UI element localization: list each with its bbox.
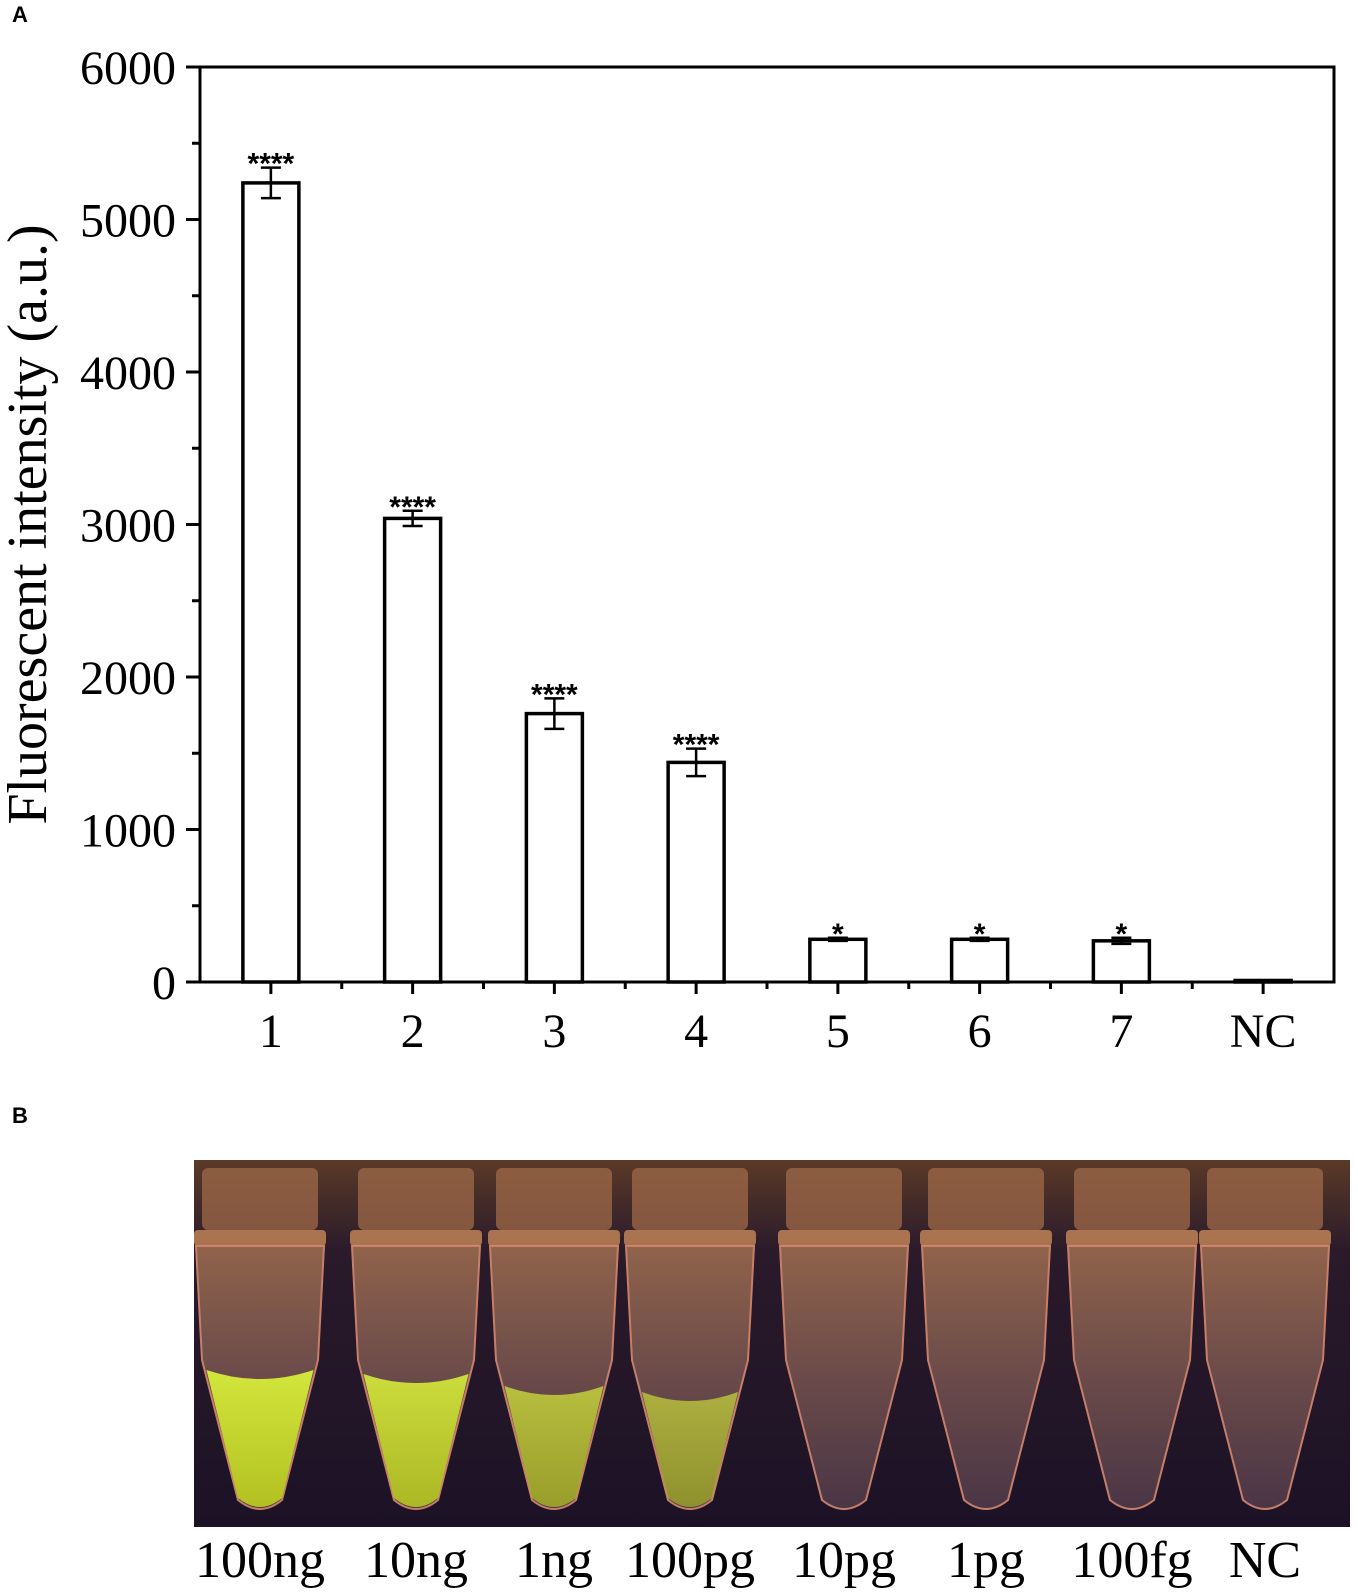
significance-mark: **** xyxy=(389,491,436,524)
tube-cap xyxy=(1074,1168,1190,1230)
tube xyxy=(350,1168,482,1510)
significance-mark: **** xyxy=(531,678,578,711)
tube-cap xyxy=(786,1168,902,1230)
significance-mark: **** xyxy=(673,729,720,762)
y-tick-label: 0 xyxy=(152,957,176,1010)
significance-mark: * xyxy=(1116,918,1128,951)
panel-b-label: B xyxy=(12,1103,28,1128)
fluorescent-liquid xyxy=(363,1374,469,1507)
tube xyxy=(1066,1168,1198,1510)
tube-cap xyxy=(202,1168,318,1230)
tube-label: 10pg xyxy=(792,1532,896,1589)
tube-photo xyxy=(194,1160,1350,1527)
tube xyxy=(920,1168,1052,1510)
significance-mark: * xyxy=(974,918,986,951)
tube xyxy=(488,1168,620,1510)
bar xyxy=(1233,978,1293,984)
tube-label: 1pg xyxy=(947,1532,1025,1589)
tube-label: 1ng xyxy=(515,1532,593,1589)
tube-label-row: 100ng 10ng 1ng 100pg 10pg 1pg 100fg NC xyxy=(194,1531,1350,1591)
x-tick-label: 4 xyxy=(684,1005,708,1058)
bar xyxy=(808,937,868,984)
bar-chart: 0 1000 2000 3000 4000 5000 6000 1 2 3 4 5 6 7 NC Fluore… xyxy=(0,42,1336,1058)
tube-label: 100fg xyxy=(1071,1532,1193,1589)
y-tick-label: 1000 xyxy=(80,805,176,858)
plot-frame xyxy=(198,65,1336,984)
tube-body xyxy=(920,1245,1052,1510)
y-tick-label: 6000 xyxy=(80,42,176,95)
tube xyxy=(624,1168,756,1510)
tube-cap xyxy=(632,1168,748,1230)
x-tick-label: 3 xyxy=(542,1005,566,1058)
tube-cap xyxy=(496,1168,612,1230)
panel-a-label: A xyxy=(12,2,28,27)
tube-label: 10ng xyxy=(364,1532,468,1589)
bar xyxy=(666,760,726,984)
bar xyxy=(241,181,301,984)
x-tick-label: 1 xyxy=(259,1005,283,1058)
tube-label: NC xyxy=(1228,1532,1302,1589)
bar xyxy=(949,937,1010,984)
y-tick-label: 4000 xyxy=(80,347,176,400)
tube-rim xyxy=(778,1230,910,1246)
tube-label: 100ng xyxy=(195,1532,325,1589)
tube-body xyxy=(1199,1245,1331,1510)
fluorescent-liquid xyxy=(206,1370,314,1507)
tube-rim xyxy=(1199,1230,1331,1246)
fluorescent-liquid xyxy=(504,1386,604,1507)
tube-rim xyxy=(624,1230,756,1246)
tube-cap xyxy=(358,1168,474,1230)
significance-mark: **** xyxy=(248,148,295,181)
tube-body xyxy=(1066,1245,1198,1510)
y-tick-label: 3000 xyxy=(80,500,176,553)
tube-rim xyxy=(1066,1230,1198,1246)
tube-rim xyxy=(488,1230,620,1246)
fluorescent-liquid xyxy=(642,1392,738,1507)
tube xyxy=(1199,1168,1331,1510)
x-tick-label: 2 xyxy=(401,1005,425,1058)
y-axis-label: Fluorescent intensity (a.u.) xyxy=(0,224,59,824)
tube-cap xyxy=(928,1168,1044,1230)
tube xyxy=(194,1168,326,1510)
tube-label: 100pg xyxy=(625,1532,755,1589)
x-tick-label: NC xyxy=(1230,1005,1297,1058)
y-tick-label: 2000 xyxy=(80,652,176,705)
y-tick-label: 5000 xyxy=(80,195,176,248)
significance-mark: * xyxy=(832,918,844,951)
tube xyxy=(778,1168,910,1510)
tube-rim xyxy=(920,1230,1052,1246)
x-tick-label: 5 xyxy=(826,1005,850,1058)
x-tick-label: 6 xyxy=(968,1005,992,1058)
tube-rim xyxy=(194,1230,326,1246)
tube-cap xyxy=(1207,1168,1323,1230)
tube-rim xyxy=(350,1230,482,1246)
tube-body xyxy=(778,1245,910,1510)
x-tick-label: 7 xyxy=(1109,1005,1133,1058)
bar xyxy=(382,516,443,984)
bar xyxy=(524,711,585,984)
